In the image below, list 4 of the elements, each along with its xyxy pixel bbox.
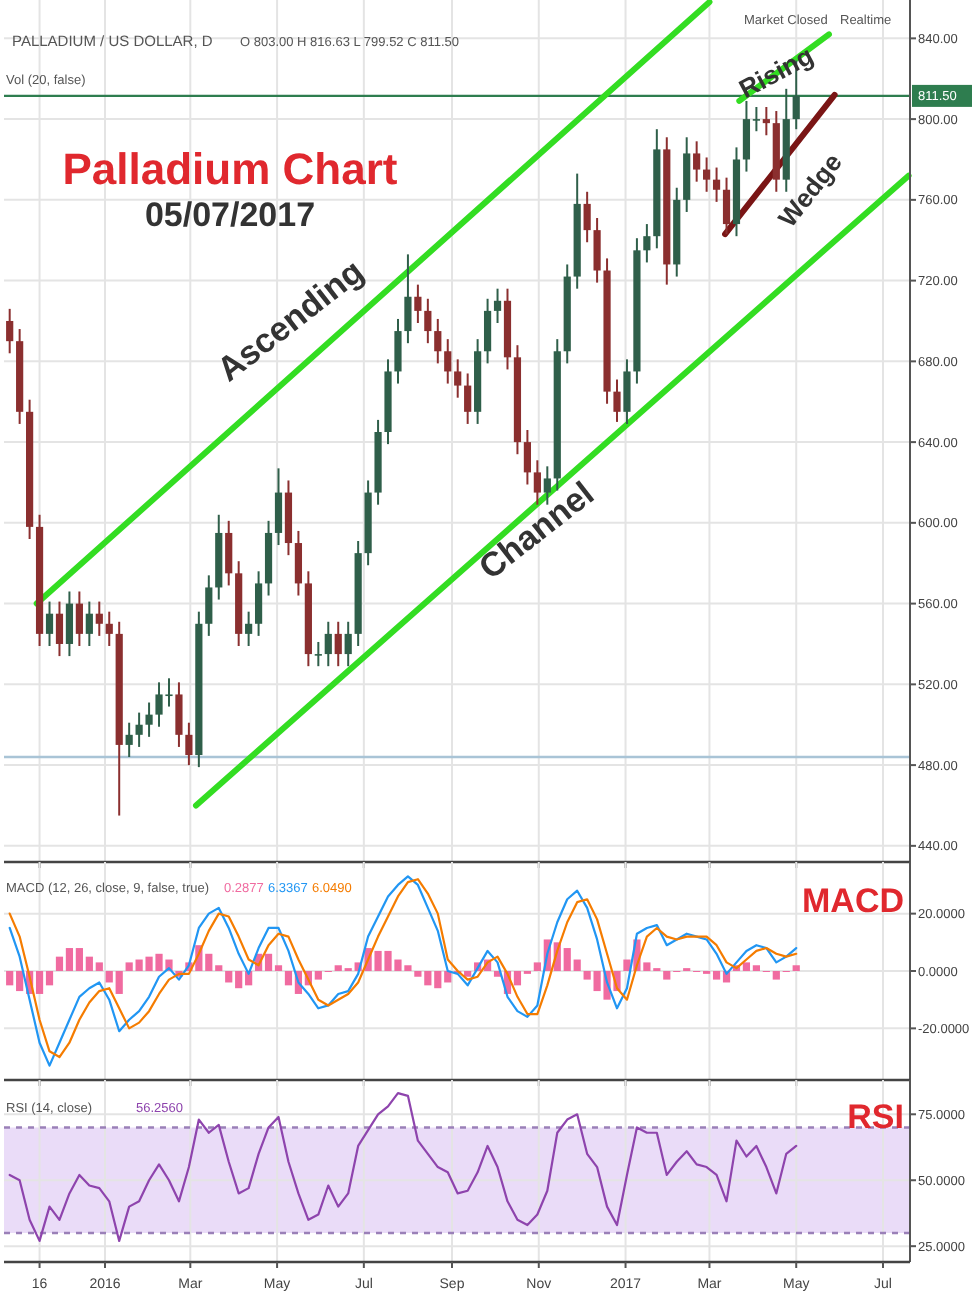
text: 05/07/2017 <box>144 196 316 234</box>
text: RSI <box>847 1098 904 1136</box>
text: Palladium Chart <box>62 144 399 194</box>
text: MACD <box>802 882 904 920</box>
